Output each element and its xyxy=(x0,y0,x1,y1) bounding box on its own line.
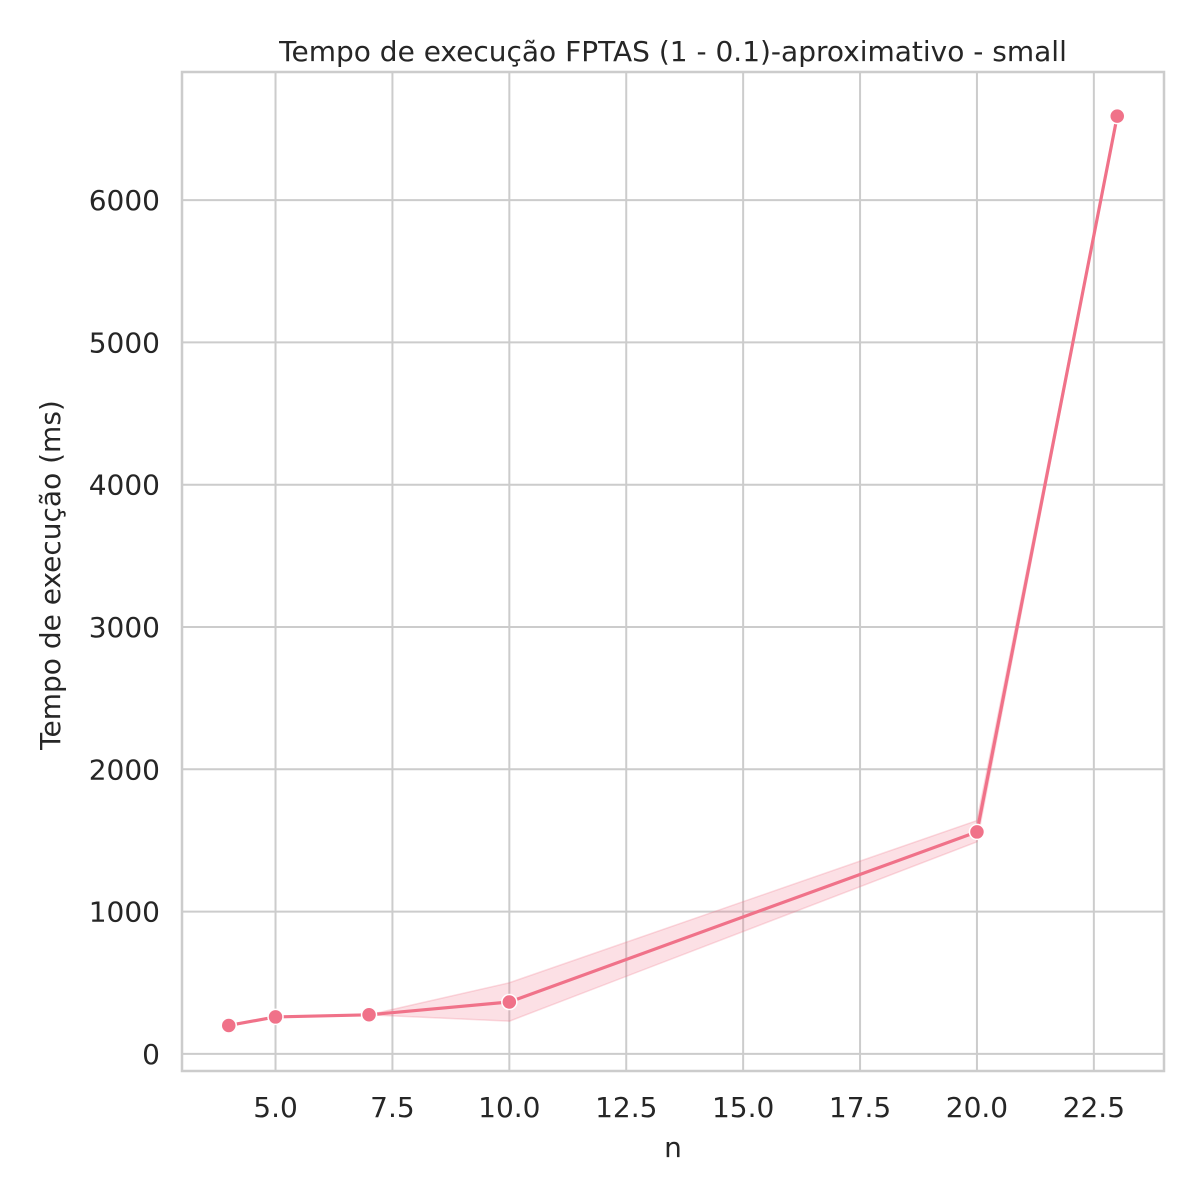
data-point xyxy=(1108,107,1126,125)
x-tick-label: 10.0 xyxy=(478,1091,540,1124)
plot-frame xyxy=(180,70,1166,1073)
data-point xyxy=(501,993,518,1011)
y-tick-labels: 0 1000 2000 3000 4000 5000 6000 xyxy=(89,184,160,1071)
x-tick-label: 5.0 xyxy=(253,1091,298,1124)
chart-title: Tempo de execução FPTAS (1 - 0.1)-aproxi… xyxy=(278,35,1067,68)
x-axis-label: n xyxy=(664,1131,682,1164)
y-axis-label: Tempo de execução (ms) xyxy=(34,400,67,751)
y-tick-label: 1000 xyxy=(89,896,160,929)
data-point xyxy=(267,1008,284,1026)
data-point xyxy=(360,1006,378,1024)
y-tick-label: 6000 xyxy=(89,184,160,217)
series-line xyxy=(228,115,1119,1028)
x-tick-label: 7.5 xyxy=(370,1091,415,1124)
x-tick-labels: 5.0 7.5 10.0 12.5 15.0 17.5 20.0 22.5 xyxy=(253,1091,1125,1124)
y-tick-label: 5000 xyxy=(89,326,160,359)
grid xyxy=(182,72,1164,1071)
data-point xyxy=(968,823,986,841)
series-line-group xyxy=(228,115,1119,1028)
x-tick-label: 22.5 xyxy=(1063,1091,1125,1124)
y-tick-label: 3000 xyxy=(89,611,160,644)
y-tick-label: 4000 xyxy=(89,469,160,502)
x-tick-label: 15.0 xyxy=(712,1091,774,1124)
x-tick-label: 12.5 xyxy=(595,1091,657,1124)
confidence-band-area xyxy=(228,115,1118,1027)
x-tick-label: 17.5 xyxy=(829,1091,891,1124)
data-point xyxy=(220,1017,238,1034)
y-tick-label: 0 xyxy=(142,1038,160,1071)
data-points xyxy=(220,107,1126,1034)
x-tick-label: 20.0 xyxy=(946,1091,1008,1124)
confidence-band xyxy=(228,115,1118,1027)
y-tick-label: 2000 xyxy=(89,753,160,786)
